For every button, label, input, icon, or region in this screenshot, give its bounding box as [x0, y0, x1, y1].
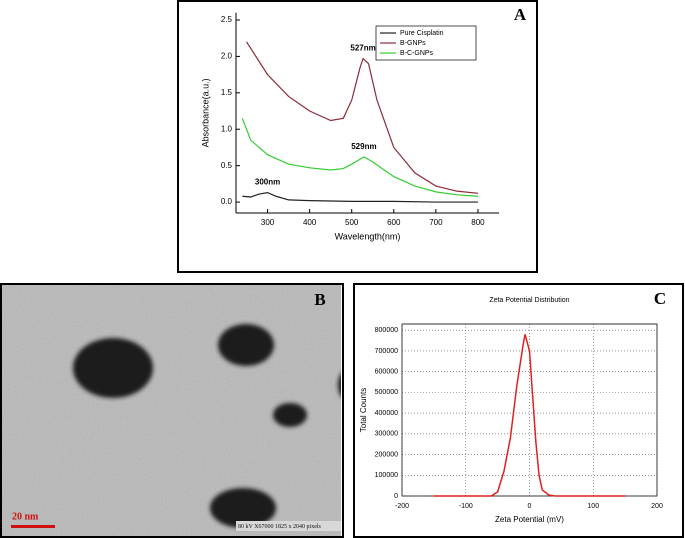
y-tick-label: 400000	[375, 410, 398, 417]
tem-image	[2, 285, 341, 536]
data-line	[241, 118, 479, 197]
y-tick-label: 0.0	[221, 197, 233, 206]
y-tick-label: 1.0	[221, 124, 233, 133]
x-tick-label: 200	[651, 503, 663, 510]
scale-bar	[11, 525, 55, 528]
x-axis-label: Zeta Potential (mV)	[495, 515, 564, 524]
x-tick-label: 500	[345, 218, 359, 227]
y-tick-label: 100000	[375, 472, 398, 479]
data-line	[433, 334, 626, 497]
y-axis-label: Total Counts	[359, 388, 368, 432]
y-tick-label: 300000	[375, 431, 398, 438]
y-tick-label: 2.5	[221, 15, 233, 24]
panel-c-frame	[353, 283, 684, 538]
x-tick-label: 100	[587, 503, 599, 510]
y-tick-label: 600000	[375, 369, 398, 376]
x-tick-label: 400	[303, 218, 317, 227]
annotation: 529nm	[351, 142, 376, 151]
x-tick-label: -200	[395, 503, 409, 510]
data-line	[242, 191, 478, 203]
y-tick-label: 800000	[375, 327, 398, 334]
x-tick-label: 700	[429, 218, 443, 227]
panel-label: C	[654, 289, 666, 308]
scale-bar-label: 20 nm	[12, 511, 39, 522]
y-tick-label: 0	[394, 493, 398, 500]
legend-label: B-GNPs	[400, 40, 426, 47]
x-axis-label: Wavelength(nm)	[335, 231, 401, 241]
panel-label: B	[314, 290, 325, 309]
y-tick-label: 0.5	[221, 161, 233, 170]
chart-title: Zeta Potential Distribution	[489, 297, 569, 304]
legend-label: B-C-GNPs	[400, 50, 434, 57]
x-tick-label: 600	[387, 218, 401, 227]
panel-label: A	[514, 5, 527, 24]
x-tick-label: 300	[261, 218, 275, 227]
y-tick-label: 700000	[375, 348, 398, 355]
legend-label: Pure Cisplatin	[400, 30, 444, 37]
y-tick-label: 200000	[375, 451, 398, 458]
y-tick-label: 2.0	[221, 52, 233, 61]
data-line	[246, 41, 479, 194]
x-tick-label: 0	[528, 503, 532, 510]
caption-bg	[236, 521, 341, 531]
annotation: 300nm	[255, 178, 280, 187]
y-tick-label: 500000	[375, 389, 398, 396]
image-caption: 80 kV X67000 1825 x 2040 pixels	[238, 524, 322, 530]
panel-a-frame	[177, 0, 538, 273]
y-tick-label: 1.5	[221, 88, 233, 97]
y-axis-label: Absorbance(a.u.)	[200, 78, 210, 147]
annotation: 527nm	[350, 44, 375, 53]
panel-b-frame	[0, 283, 344, 538]
x-tick-label: 800	[471, 218, 485, 227]
x-tick-label: -100	[459, 503, 473, 510]
